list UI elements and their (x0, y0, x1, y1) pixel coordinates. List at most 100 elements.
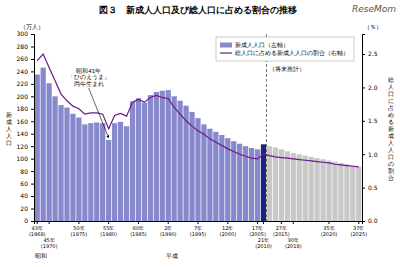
text-line: (2025) (350, 231, 367, 237)
axis-domain (31, 35, 35, 222)
y2-tick: 2.5 (362, 50, 378, 57)
tick-mark (49, 221, 50, 224)
bar (332, 162, 337, 221)
text-line: 人 (388, 138, 394, 145)
bar (326, 161, 331, 221)
bar (297, 154, 302, 221)
tick-label: 220 (17, 80, 29, 87)
text-line: 口 (388, 152, 394, 159)
text-line: め (388, 110, 394, 117)
title: 図３ 新成人人口及び総人口に占める割合の推移 (99, 5, 297, 15)
legend-swatch (220, 52, 232, 53)
tick-label: 120 (17, 143, 29, 150)
bar (279, 149, 284, 221)
bar (52, 96, 57, 221)
bar (255, 149, 260, 221)
tick-label: 1.5 (368, 117, 378, 124)
tick-label: 2.0 (368, 84, 378, 91)
tick-mark (138, 221, 139, 224)
bar (148, 95, 153, 221)
tick-mark (37, 221, 38, 224)
bar (201, 124, 206, 221)
y-unit: （万人） (20, 23, 44, 31)
line (37, 54, 359, 167)
tick-label: 60年(1985) (130, 225, 147, 237)
legend: 新成人人口（左軸）総人口に占める新成人人口の割合（右軸） (216, 37, 354, 61)
text-line: 丙午生まれ (74, 81, 104, 87)
x-tick: 7年(1995) (190, 221, 207, 237)
text-line: 合 (388, 173, 394, 180)
tick-mark (31, 196, 34, 197)
tick-mark (31, 159, 34, 160)
y-tick: 60 (20, 180, 34, 187)
bar (267, 146, 272, 221)
legend-label: 新成人人口（左軸） (235, 41, 289, 49)
tick-mark (78, 221, 79, 224)
tick-label: 0.0 (368, 217, 378, 224)
tick-mark (31, 84, 34, 85)
tick-label: 30年(2018) (285, 237, 302, 249)
bar (94, 123, 99, 221)
tick-label: 17年(2005) (249, 225, 266, 237)
tick-label: 27年(2015) (273, 225, 290, 237)
y-tick: 80 (20, 168, 34, 175)
text-line: (1980) (100, 231, 117, 237)
bar (350, 166, 355, 221)
tick-label: 2.5 (368, 50, 378, 57)
y2-tick: 1.5 (362, 117, 378, 124)
tick-mark (358, 221, 359, 224)
tick-label: 80 (20, 168, 28, 175)
tick-mark (362, 188, 365, 189)
legend-swatch (220, 43, 232, 48)
tick-mark (31, 59, 34, 60)
tick-mark (168, 221, 169, 224)
forecast-label: （将来推計） (269, 65, 305, 73)
bar (70, 114, 75, 221)
tick-label: 100 (17, 155, 29, 162)
forecast-line (266, 34, 267, 221)
tick-label: 2年(1990) (160, 225, 177, 237)
text-line: に (388, 96, 394, 103)
y2-tick: 0.5 (362, 184, 378, 191)
x-tick: 55年(1980) (100, 221, 117, 237)
bar (273, 147, 278, 221)
text-line: (1990) (160, 231, 177, 237)
x-tick: 35年(2020) (321, 221, 338, 237)
bar (303, 156, 308, 221)
tick-mark (257, 221, 258, 224)
legend-frame (216, 37, 354, 61)
tick-label: 37年(2025) (350, 225, 367, 237)
tick-mark (281, 221, 282, 224)
tick-label: 21年(2010) (255, 237, 272, 249)
bar (320, 159, 325, 221)
tick-mark (31, 34, 34, 35)
text-line: 成 (6, 117, 12, 124)
annotation-arrow (89, 88, 109, 138)
bar (356, 167, 361, 221)
x-tick: 17年(2005) (249, 221, 266, 237)
tick-mark (362, 54, 365, 55)
text-line: (1995) (190, 231, 207, 237)
y2-tick: 2.0 (362, 84, 378, 91)
x-tick: 37年(2025) (350, 221, 367, 237)
bar (213, 132, 218, 221)
plot: 43年(1968)45年(1970)50年(1975)55年(1980)60年(… (17, 30, 378, 259)
y2-axis-title: 総人口に占める新成人人口の割合 (387, 75, 394, 180)
y-tick: 20 (20, 205, 34, 212)
tick-mark (362, 221, 365, 222)
y-tick: 280 (17, 43, 34, 50)
annotation-box (67, 67, 111, 88)
marks (35, 34, 362, 221)
tick-mark (31, 121, 34, 122)
tick-label: 43年(1968) (29, 225, 46, 237)
x-tick: 27年(2015) (273, 221, 290, 237)
text-line: の (388, 159, 394, 166)
tick-label: 140 (17, 130, 29, 137)
tick-mark (31, 184, 34, 185)
y-axis-title: 新成人人口 (6, 110, 12, 145)
bar (309, 157, 314, 221)
text-line: 口 (388, 89, 394, 96)
bar (76, 118, 81, 221)
y-tick: 180 (17, 105, 34, 112)
tick-label: 12年(2000) (219, 225, 236, 237)
